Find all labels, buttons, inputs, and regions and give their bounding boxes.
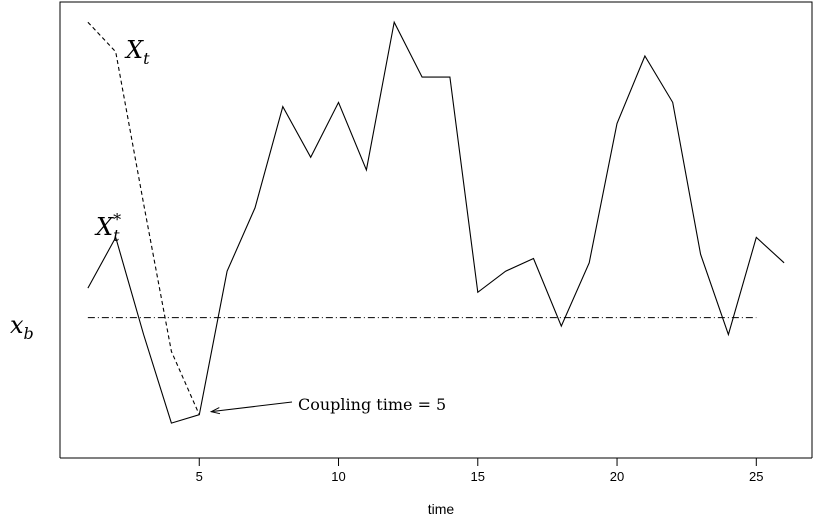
x-tick-label: 25 [749,469,763,484]
annotation-arrow-head [209,407,221,415]
x-tick-label: 20 [610,469,624,484]
x-axis: 5 10 15 20 25 [60,457,812,484]
x-axis-title: time [428,501,455,517]
series-layer [87,20,785,424]
reference-label-xb: xb [10,311,34,343]
x-tick-label: 15 [471,469,485,484]
plot-border [59,1,813,458]
series-line-xt-star [87,20,785,424]
plot-frame [59,1,813,458]
annotation-arrow-line [211,401,293,413]
annotation-text: Coupling time = 5 [298,395,446,414]
x-tick-label: 10 [331,469,345,484]
x-tick-label: 5 [196,469,203,484]
series-label-xt: Xt [124,36,150,68]
series-label-xt-star: X* t [94,210,121,245]
labels-layer: Xt X* t xb Coupling time = 5 [10,36,446,415]
